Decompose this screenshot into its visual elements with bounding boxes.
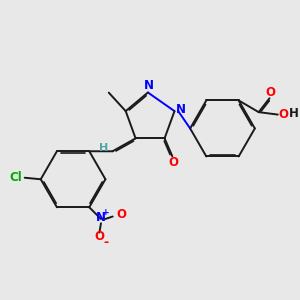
Text: N: N xyxy=(143,79,154,92)
Text: O: O xyxy=(168,156,178,169)
Text: N: N xyxy=(176,103,186,116)
Text: +: + xyxy=(102,208,110,217)
Text: N: N xyxy=(96,211,106,224)
Text: O: O xyxy=(117,208,127,221)
Text: H: H xyxy=(289,107,299,121)
Text: Cl: Cl xyxy=(9,171,22,184)
Text: O: O xyxy=(266,86,276,99)
Text: H: H xyxy=(99,142,109,153)
Text: -: - xyxy=(103,236,109,249)
Text: O: O xyxy=(94,230,104,243)
Text: O: O xyxy=(278,108,288,121)
